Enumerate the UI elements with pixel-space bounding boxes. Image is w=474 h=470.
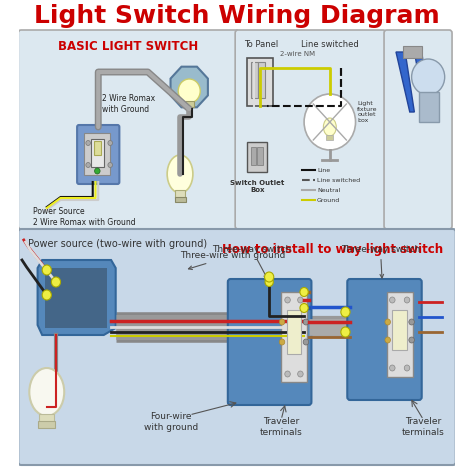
Circle shape [404, 365, 410, 371]
Bar [287, 310, 301, 354]
Text: How to install to way light switch: How to install to way light switch [222, 243, 443, 257]
Text: Three-wire with ground: Three-wire with ground [180, 251, 285, 269]
Polygon shape [37, 260, 116, 335]
Circle shape [404, 297, 410, 303]
Bar [403, 46, 422, 58]
FancyBboxPatch shape [347, 279, 422, 400]
Text: Neutral: Neutral [317, 188, 340, 193]
Circle shape [108, 163, 112, 167]
FancyBboxPatch shape [77, 125, 119, 184]
Text: Switch Outlet
Box: Switch Outlet Box [230, 180, 284, 193]
Circle shape [303, 339, 309, 345]
Bar [184, 101, 194, 107]
Bar [257, 147, 263, 165]
Circle shape [42, 290, 51, 300]
Bar [19, 0, 455, 32]
Text: 2 Wire Romax
with Ground: 2 Wire Romax with Ground [102, 94, 155, 114]
Circle shape [390, 297, 395, 303]
Bar [281, 292, 307, 382]
Text: Four-wire
with ground: Four-wire with ground [144, 412, 198, 432]
Circle shape [285, 371, 290, 377]
Circle shape [341, 327, 350, 337]
Circle shape [279, 319, 285, 325]
Text: 2-wire NM: 2-wire NM [280, 51, 315, 57]
Circle shape [409, 337, 414, 343]
Bar [251, 147, 256, 165]
Bar [174, 197, 185, 202]
Circle shape [298, 297, 303, 303]
Bar [258, 62, 265, 98]
Ellipse shape [167, 155, 193, 193]
Bar [45, 268, 108, 328]
Circle shape [300, 304, 308, 313]
Circle shape [86, 163, 91, 167]
Circle shape [42, 265, 51, 275]
Text: Line: Line [317, 167, 330, 172]
Ellipse shape [323, 118, 336, 136]
Circle shape [264, 272, 274, 282]
Bar [39, 414, 54, 422]
FancyBboxPatch shape [384, 30, 452, 229]
Circle shape [51, 277, 61, 287]
Bar [175, 190, 184, 198]
Circle shape [108, 141, 112, 146]
Text: Light
fixture
outlet
box: Light fixture outlet box [357, 101, 378, 123]
Text: Traveler
terminals: Traveler terminals [260, 417, 302, 437]
Text: Power source (two-wire with ground): Power source (two-wire with ground) [28, 239, 208, 249]
Bar [38, 421, 55, 428]
Polygon shape [396, 52, 414, 112]
Circle shape [409, 319, 414, 325]
Bar [251, 62, 258, 98]
Bar [247, 58, 273, 106]
Text: Traveler
terminals: Traveler terminals [402, 417, 445, 437]
Bar [419, 92, 439, 122]
Ellipse shape [29, 368, 64, 416]
Bar [94, 141, 101, 155]
Text: Light Switch Wiring Diagram: Light Switch Wiring Diagram [34, 4, 440, 28]
Bar [392, 310, 407, 350]
Circle shape [390, 365, 395, 371]
Text: To Panel: To Panel [244, 39, 278, 48]
Text: Power Source
2 Wire Romax with Ground: Power Source 2 Wire Romax with Ground [33, 207, 136, 227]
Circle shape [300, 288, 308, 297]
Circle shape [285, 297, 290, 303]
FancyBboxPatch shape [235, 30, 386, 229]
Bar [84, 133, 110, 175]
Bar [387, 292, 412, 377]
Circle shape [298, 371, 303, 377]
Circle shape [94, 168, 100, 174]
Circle shape [411, 59, 445, 95]
Circle shape [341, 307, 350, 317]
FancyBboxPatch shape [228, 279, 311, 405]
Circle shape [86, 141, 91, 146]
Circle shape [178, 79, 200, 103]
Text: Line switched: Line switched [317, 178, 360, 182]
Bar [91, 139, 104, 167]
Circle shape [303, 319, 309, 325]
Text: Ground: Ground [317, 197, 340, 203]
Circle shape [385, 337, 391, 343]
FancyBboxPatch shape [18, 30, 239, 229]
Bar [247, 142, 267, 172]
FancyBboxPatch shape [18, 229, 456, 465]
Text: BASIC LIGHT SWITCH: BASIC LIGHT SWITCH [57, 39, 198, 53]
Circle shape [265, 277, 273, 287]
Circle shape [385, 319, 391, 325]
Polygon shape [414, 52, 430, 112]
Circle shape [279, 339, 285, 345]
Text: Line switched: Line switched [301, 39, 359, 48]
Circle shape [304, 94, 356, 150]
Bar [326, 135, 334, 140]
Text: Three-way switch: Three-way switch [212, 245, 292, 278]
Text: Three-way switch: Three-way switch [341, 245, 420, 278]
